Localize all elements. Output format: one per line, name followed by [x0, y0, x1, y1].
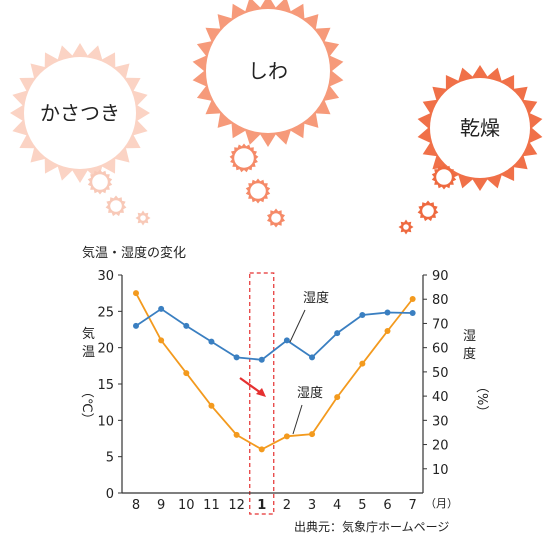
data-point [384, 309, 391, 316]
series-line [135, 292, 414, 451]
data-point [309, 431, 316, 438]
thought-bubble [105, 195, 127, 217]
badge-circle [430, 78, 530, 178]
left-tick-label: 20 [97, 342, 114, 357]
left-tick-label: 10 [97, 414, 114, 429]
left-tick-label: 25 [97, 305, 114, 320]
x-tick-label: 9 [157, 498, 165, 513]
data-point [409, 295, 416, 302]
data-point [309, 354, 316, 361]
x-tick-label: 4 [333, 498, 341, 513]
left-tick-label: 5 [106, 451, 114, 466]
data-point [158, 305, 165, 312]
data-point [384, 327, 391, 334]
right-tick-label: 10 [432, 463, 449, 478]
badge-3: 乾燥 [398, 65, 543, 235]
right-tick-label: 50 [432, 366, 449, 381]
x-tick-label: 7 [409, 498, 417, 513]
data-point [133, 290, 139, 297]
data-point [158, 337, 165, 344]
data-point [359, 360, 366, 367]
thought-bubble [135, 210, 151, 226]
left-tick-label: 0 [106, 487, 114, 502]
left-tick-label: 15 [97, 378, 114, 393]
right-tick-label: 20 [432, 439, 449, 454]
x-tick-label: 3 [308, 498, 316, 513]
chart-title: 気温・湿度の変化 [82, 245, 186, 261]
data-point [334, 394, 341, 401]
data-point [334, 330, 341, 337]
source-note: 出典元：気象庁ホームページ [294, 519, 449, 534]
badge-label: しわ [248, 59, 288, 83]
x-axis-ticks: 8 9 10 11 12 1 2 3 4 5 6 7 （月） [132, 497, 458, 513]
humidity-label-leader [289, 309, 306, 343]
humidity-series-label: 湿度 [303, 290, 329, 306]
x-tick-label: 1 [257, 498, 266, 513]
right-tick-label: 90 [432, 269, 449, 284]
data-point [359, 311, 366, 318]
right-tick-label: 30 [432, 414, 449, 429]
data-point [208, 402, 215, 409]
left-axis-ticks: 0 5 10 15 20 25 30 [97, 269, 122, 502]
right-tick-label: 70 [432, 317, 449, 332]
thought-bubble [431, 164, 457, 190]
data-point [208, 338, 215, 345]
x-axis-unit: （月） [425, 497, 458, 510]
thought-bubble [417, 200, 439, 222]
x-tick-label: 11 [203, 498, 220, 513]
data-point [183, 322, 190, 329]
x-tick-label: 8 [132, 498, 140, 513]
thought-bubble [245, 178, 271, 204]
series-group [133, 290, 416, 453]
badge-circle [24, 57, 136, 169]
right-axis-ticks: 10 20 30 40 50 60 70 80 90 [423, 269, 449, 478]
data-point [258, 446, 265, 453]
data-point [233, 354, 240, 361]
x-tick-label: 6 [383, 498, 391, 513]
humidity-series [133, 305, 416, 363]
badge-circle [206, 9, 330, 133]
right-axis-unit: （%） [474, 380, 489, 418]
x-tick-label: 12 [228, 498, 245, 513]
data-point [283, 433, 290, 440]
data-point [283, 337, 290, 344]
x-tick-label: 5 [358, 498, 366, 513]
x-tick-label: 10 [178, 498, 195, 513]
series-line [135, 307, 413, 361]
left-axis-label-2: 温 [82, 345, 95, 360]
january-highlight-box [249, 272, 275, 515]
data-point [258, 356, 265, 363]
badge-label: 乾燥 [460, 116, 500, 140]
badge-label: かさつき [40, 101, 120, 125]
data-point [183, 370, 190, 377]
left-axis-label-1: 気 [82, 326, 95, 342]
thought-bubble [229, 143, 259, 173]
red-arrow-icon [239, 377, 266, 397]
left-tick-label: 30 [97, 269, 114, 284]
temperature-series-label: 湿度 [297, 385, 323, 401]
x-tick-label: 2 [283, 498, 291, 513]
badge-1: かさつき [10, 43, 151, 226]
thought-bubble [267, 208, 285, 228]
temperature-label-leader [292, 404, 303, 435]
right-tick-label: 40 [432, 390, 449, 405]
right-axis-label-2: 度 [463, 346, 476, 362]
badge-2: しわ [192, 0, 344, 228]
temperature-series [133, 290, 416, 453]
right-tick-label: 80 [432, 293, 449, 308]
right-tick-label: 60 [432, 342, 449, 357]
thought-bubble [398, 219, 414, 235]
right-axis-label-1: 湿 [463, 329, 476, 344]
left-axis-unit: （℃） [79, 385, 94, 426]
data-point [233, 431, 240, 438]
thought-bubble [87, 169, 113, 195]
data-point [133, 322, 139, 329]
data-point [409, 310, 416, 317]
